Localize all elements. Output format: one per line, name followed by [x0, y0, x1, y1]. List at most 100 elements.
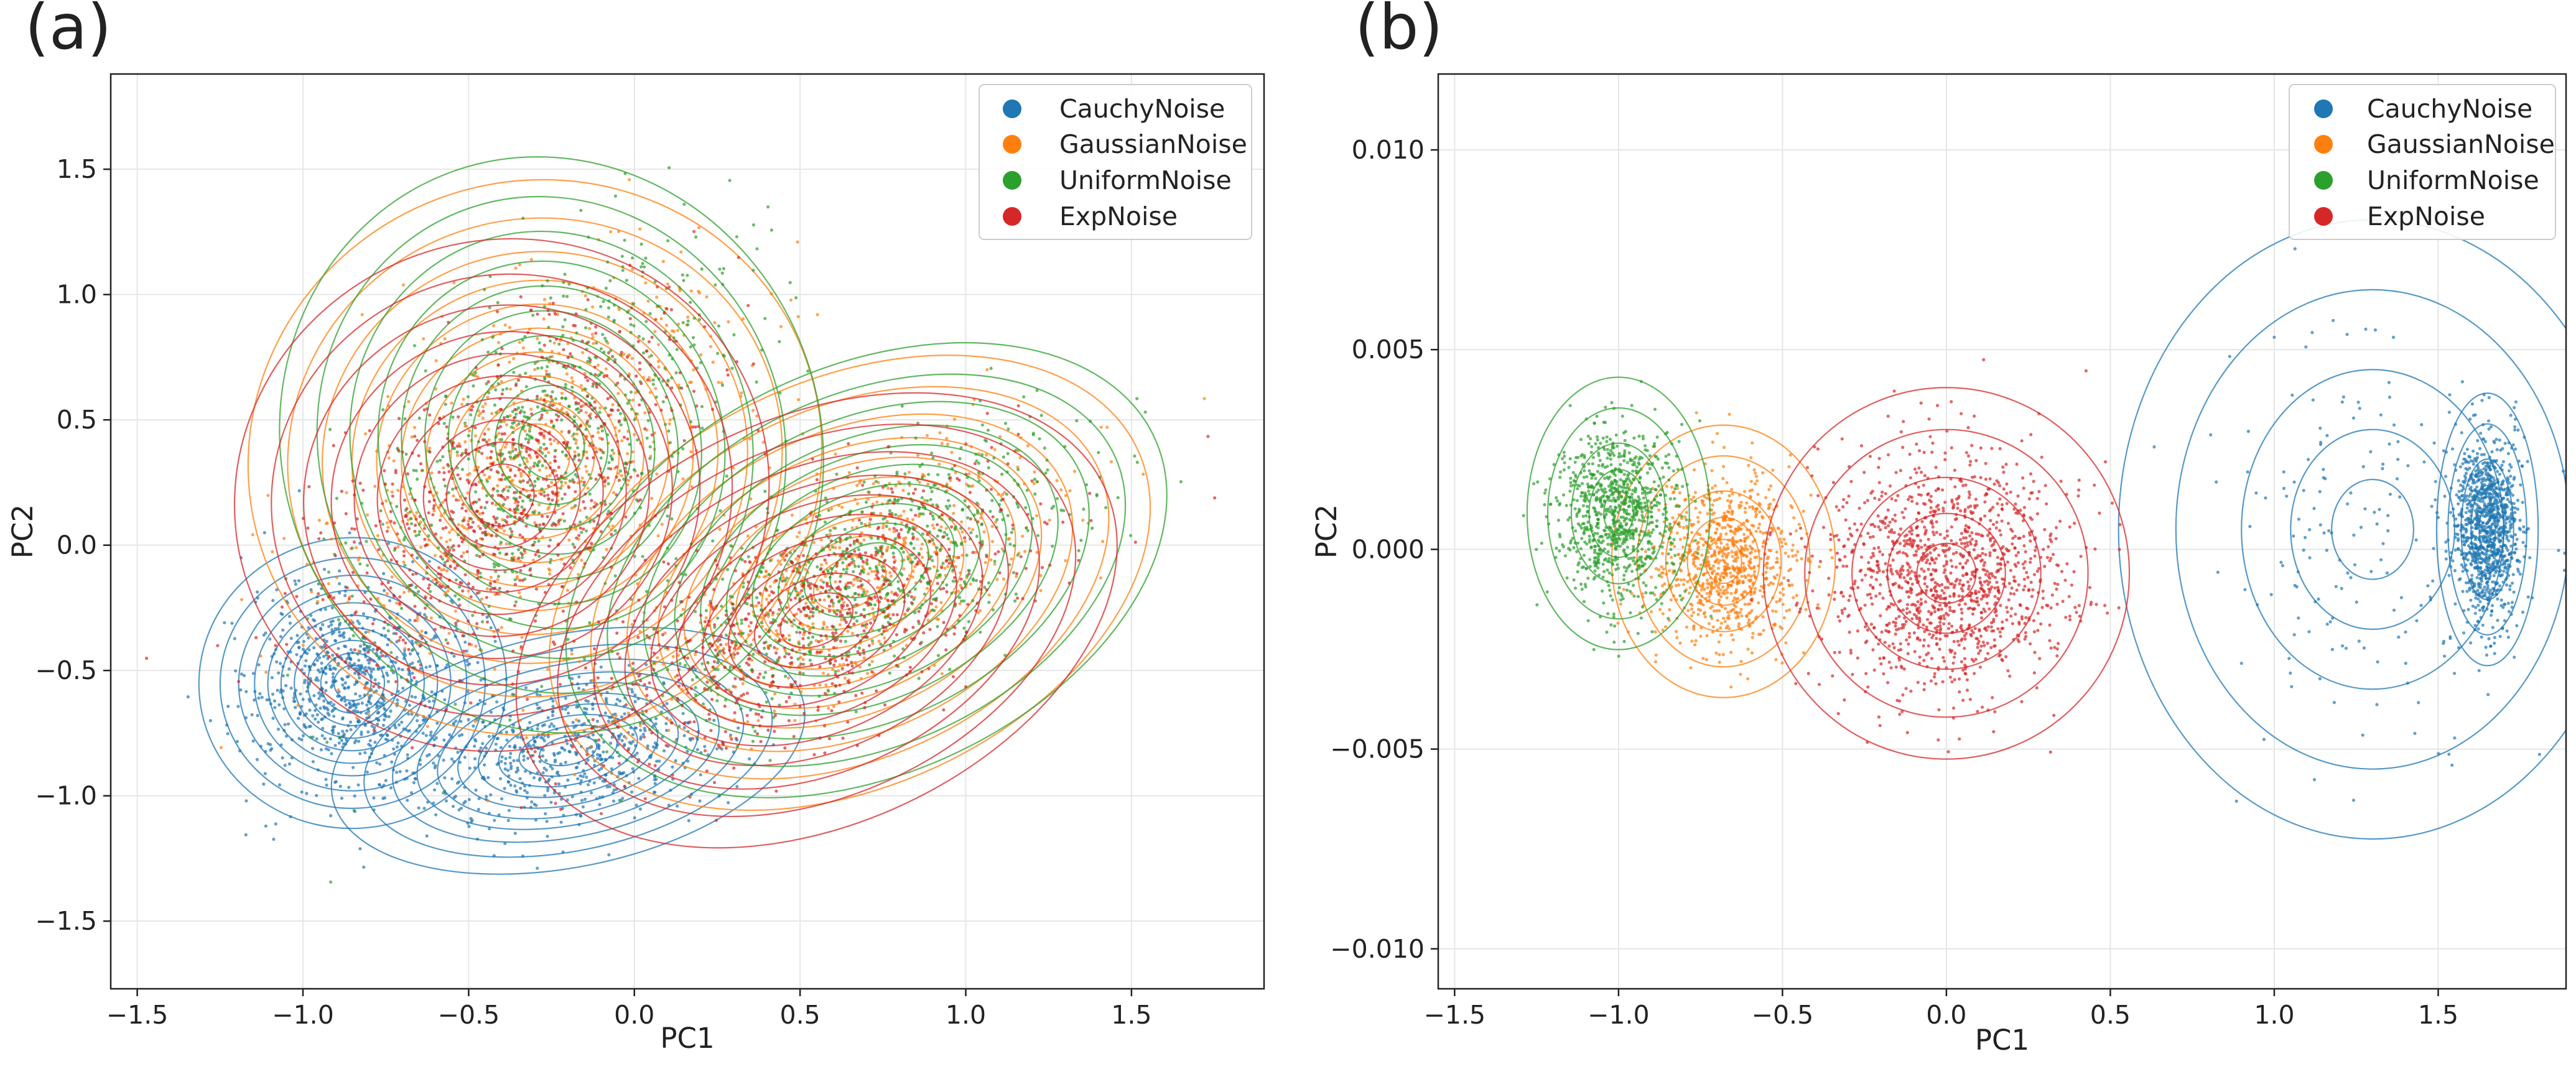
data-point: [463, 422, 467, 425]
data-point: [916, 454, 919, 457]
data-point: [742, 682, 745, 685]
data-point: [940, 525, 943, 529]
data-point: [525, 457, 528, 460]
data-point: [496, 484, 499, 487]
data-point: [407, 400, 410, 403]
data-point: [319, 628, 322, 631]
data-point: [282, 707, 286, 710]
data-point: [483, 763, 486, 766]
data-point: [637, 340, 640, 343]
data-point: [432, 504, 435, 507]
data-point: [389, 660, 393, 663]
data-point: [396, 532, 399, 535]
data-point: [865, 562, 868, 565]
data-point: [570, 386, 574, 389]
data-point: [521, 420, 524, 423]
data-point: [752, 223, 755, 226]
data-point: [591, 333, 594, 336]
data-point: [610, 528, 613, 531]
data-point: [327, 595, 330, 598]
data-point: [366, 564, 369, 567]
data-point: [607, 351, 610, 354]
data-point: [549, 442, 552, 445]
data-point: [575, 718, 578, 721]
data-point: [527, 441, 530, 444]
data-point: [458, 445, 462, 448]
data-point: [454, 795, 457, 798]
data-point: [570, 507, 574, 510]
data-point: [277, 728, 280, 731]
data-point: [829, 548, 832, 551]
data-point: [394, 680, 398, 683]
data-point: [381, 522, 384, 525]
data-point: [661, 662, 664, 665]
data-point: [373, 485, 376, 488]
data-point: [416, 616, 419, 619]
data-point: [342, 743, 345, 746]
data-point: [768, 594, 771, 597]
data-point: [395, 601, 398, 604]
data-point: [514, 789, 518, 792]
data-point: [481, 511, 485, 514]
data-point: [389, 641, 393, 644]
data-point: [538, 706, 541, 710]
data-point: [429, 665, 432, 668]
data-point: [1133, 455, 1136, 458]
data-point: [761, 566, 765, 569]
data-point: [589, 373, 592, 376]
data-point: [663, 749, 666, 752]
data-point: [498, 453, 501, 456]
data-point: [916, 537, 919, 540]
data-point: [507, 774, 510, 777]
data-point: [735, 785, 738, 788]
data-point: [667, 729, 670, 732]
data-point: [589, 547, 592, 550]
data-point: [389, 558, 393, 562]
data-point: [572, 420, 575, 423]
data-point: [892, 640, 895, 643]
data-point: [612, 800, 615, 803]
data-point: [381, 675, 384, 678]
data-point: [565, 742, 569, 745]
data-point: [547, 716, 550, 719]
data-point: [445, 553, 449, 557]
data-point: [521, 553, 524, 556]
data-point: [717, 381, 720, 384]
data-point: [655, 746, 658, 749]
data-point: [659, 409, 663, 412]
data-point: [549, 297, 552, 300]
data-point: [444, 526, 447, 529]
data-point: [787, 677, 790, 680]
data-point: [322, 671, 325, 674]
data-point: [682, 279, 685, 282]
data-point: [928, 567, 931, 570]
data-point: [567, 750, 570, 753]
data-point: [220, 746, 223, 749]
data-point: [442, 466, 445, 470]
data-point: [557, 352, 560, 355]
data-point: [625, 463, 628, 466]
data-point: [317, 653, 320, 656]
data-point: [315, 738, 319, 741]
data-point: [539, 760, 542, 763]
data-point: [469, 413, 472, 416]
data-point: [451, 477, 454, 480]
data-point: [810, 641, 813, 644]
data-point: [1031, 517, 1035, 520]
data-point: [554, 511, 557, 514]
data-point: [598, 803, 601, 806]
data-point: [463, 785, 466, 789]
data-point: [639, 724, 642, 727]
data-point: [281, 696, 284, 699]
data-point: [804, 518, 807, 521]
data-point: [952, 580, 955, 583]
data-point: [560, 707, 564, 710]
data-point: [521, 782, 524, 785]
data-point: [411, 672, 414, 675]
data-point: [518, 579, 521, 582]
data-point: [518, 591, 521, 594]
data-point: [388, 599, 391, 602]
data-point: [503, 529, 506, 532]
data-point: [380, 582, 383, 585]
data-point: [409, 652, 412, 655]
